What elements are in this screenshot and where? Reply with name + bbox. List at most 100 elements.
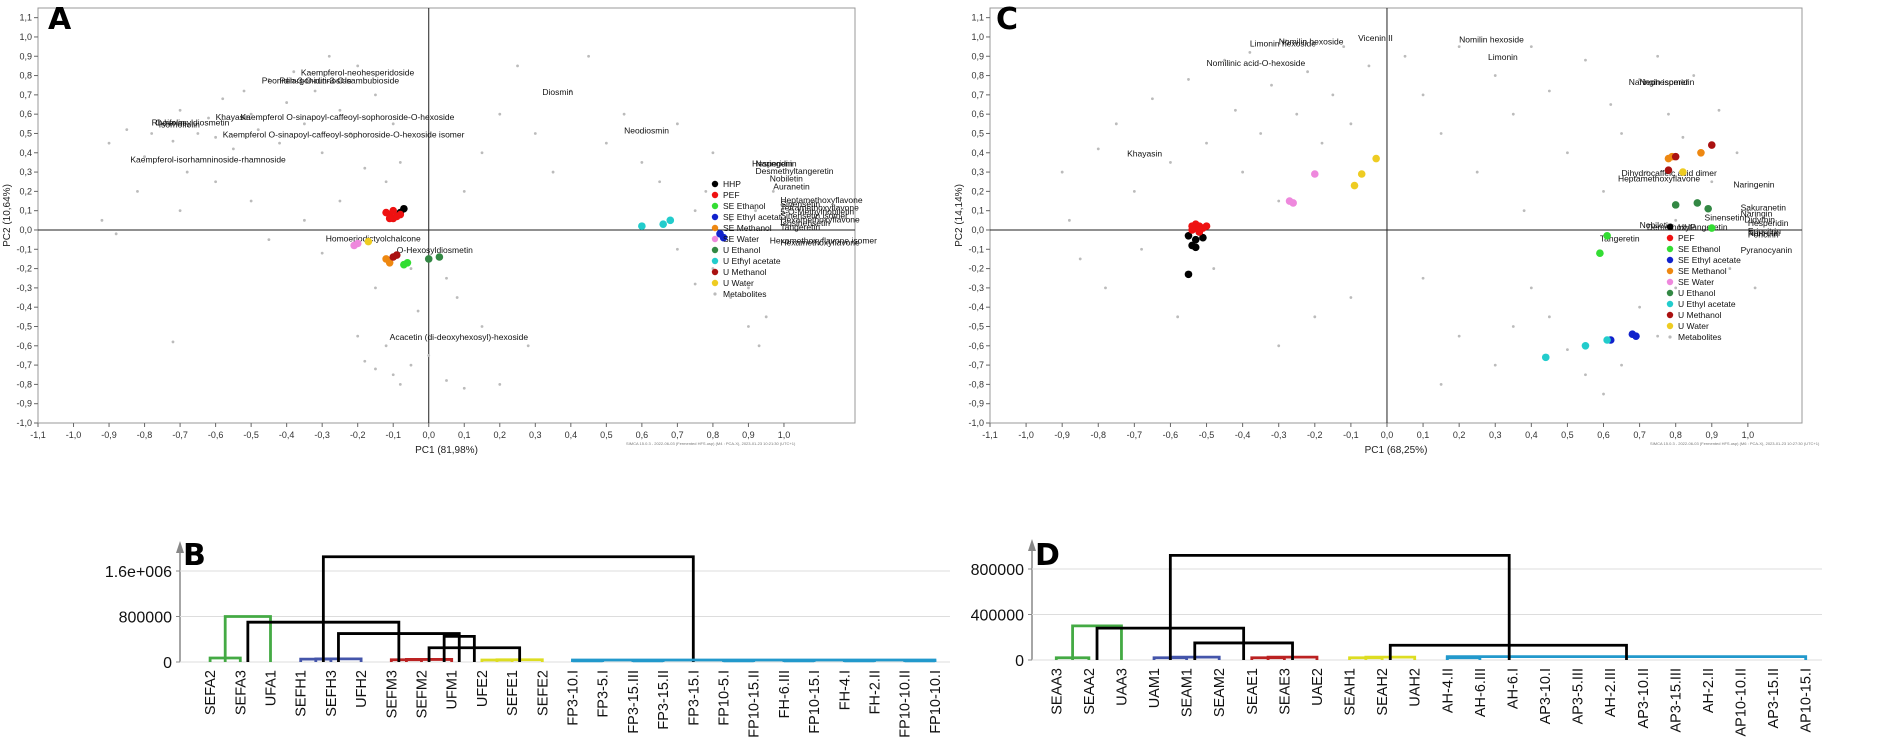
- y-tick-label: -0,4: [968, 302, 984, 312]
- y-tick-label: 800000: [119, 610, 172, 627]
- x-axis-label: PC1 (81,98%): [415, 445, 478, 456]
- y-tick-label: 0,3: [971, 167, 984, 177]
- leaf-label: SEFM3: [384, 670, 400, 718]
- sample-point: [1188, 222, 1196, 230]
- sample-point: [400, 260, 408, 269]
- metabolite-point: [409, 363, 413, 367]
- metabolite-point: [1060, 170, 1064, 174]
- metabolite-point: [1078, 257, 1082, 261]
- metabolite-point: [303, 218, 306, 222]
- x-tick-label: -0,7: [1127, 430, 1143, 440]
- metabolite-point: [363, 359, 367, 363]
- y-axis-arrow: [176, 541, 184, 553]
- metabolite-point: [1457, 334, 1461, 338]
- sample-point: [638, 222, 646, 230]
- metabolite-point: [292, 70, 296, 74]
- y-tick-label: -0,2: [968, 264, 984, 274]
- metabolite-annotation: Kaempferol-isorhamninoside-rhamnoside: [130, 154, 286, 164]
- y-tick-label: -0,8: [968, 379, 984, 389]
- metabolite-point: [1620, 132, 1623, 135]
- y-tick-label: 1,0: [19, 32, 32, 42]
- metabolite-point: [1692, 74, 1696, 77]
- metabolite-point: [729, 218, 733, 222]
- legend-marker: [711, 213, 719, 221]
- metabolite-point: [384, 344, 388, 348]
- metabolite-point: [256, 128, 260, 132]
- metabolite-annotation: Vicenin II: [1358, 33, 1393, 43]
- leaf-label: SEAA2: [1082, 668, 1098, 715]
- metabolite-point: [374, 367, 377, 371]
- metabolite-point: [1277, 199, 1281, 203]
- y-tick-label: -0,3: [968, 283, 984, 293]
- metabolite-point: [1205, 141, 1208, 145]
- metabolite-point: [285, 101, 289, 104]
- x-tick-label: 0,6: [636, 430, 649, 440]
- metabolite-point: [267, 238, 271, 242]
- legend-marker: [711, 202, 719, 210]
- metabolite-point: [1234, 108, 1237, 112]
- x-tick-label: -0,5: [1199, 430, 1215, 440]
- sample-point: [385, 214, 394, 223]
- leaf-label: SEAH2: [1375, 668, 1391, 716]
- metabolite-annotation: Isosinensetin: [780, 218, 830, 228]
- legend-label: SE Ethanol: [723, 201, 766, 211]
- metabolite-annotation: Kaempferol O-sinapoyl-caffeoyl-sophorosi…: [223, 129, 465, 139]
- metabolite-annotation: Khayasin: [216, 112, 251, 122]
- leaf-label: FP3-15.I: [686, 670, 702, 726]
- metabolite-point: [349, 132, 352, 135]
- sample-point: [1603, 336, 1611, 344]
- y-tick-label: -0,9: [968, 399, 984, 409]
- metabolite-point: [221, 97, 225, 101]
- metabolite-point: [384, 180, 388, 184]
- metabolite-point: [1331, 93, 1335, 97]
- leaf-label: AP3-10.II: [1636, 668, 1652, 728]
- metabolite-point: [1248, 50, 1252, 54]
- leaf-label: AP10-15.I: [1799, 668, 1815, 733]
- leaf-label: SEFE1: [505, 670, 521, 716]
- metabolite-point: [516, 64, 519, 68]
- leaf-label: UFE2: [475, 670, 491, 707]
- y-tick-label: 0,8: [19, 71, 32, 81]
- metabolite-point: [398, 161, 402, 164]
- metabolite-point: [1349, 122, 1353, 126]
- metabolite-point: [704, 189, 708, 193]
- x-tick-label: 0,8: [707, 430, 720, 440]
- y-tick-label: 0,2: [971, 186, 984, 196]
- sample-point: [1707, 224, 1716, 232]
- leaf-label: FH-6.III: [777, 670, 793, 718]
- metabolite-point: [462, 189, 466, 193]
- sample-point: [1541, 353, 1550, 362]
- metabolite-annotation: Nomilinic acid-O-hexoside: [1207, 58, 1306, 68]
- y-tick-label: -0,1: [968, 244, 984, 254]
- metabolite-point: [1306, 70, 1309, 74]
- dendrogram-link: [1071, 624, 1123, 660]
- metabolite-point: [551, 170, 555, 174]
- metabolite-annotation: Kaempferol-neohesperidoside: [301, 68, 415, 78]
- metabolite-annotation: Neohesperidin: [1640, 77, 1695, 87]
- sample-point: [1357, 170, 1366, 178]
- metabolite-point: [1602, 189, 1605, 193]
- leaf-label: FP10-15.II: [747, 670, 763, 738]
- y-tick-label: 0,1: [971, 206, 984, 216]
- y-tick-label: 0: [163, 655, 172, 672]
- metabolite-point: [1609, 103, 1613, 106]
- leaf-label: UFH2: [354, 670, 370, 708]
- metabolite-point: [1169, 161, 1172, 164]
- metabolite-annotation: Hexamethoxyflavone: [780, 237, 860, 247]
- x-tick-label: 0,5: [1561, 430, 1574, 440]
- leaf-label: AP3-5.III: [1571, 668, 1587, 724]
- metabolite-point: [1674, 286, 1678, 290]
- leaf-label: SEAH1: [1343, 668, 1359, 716]
- y-axis-label: PC2 (14,14%): [954, 184, 965, 247]
- metabolite-point: [1656, 54, 1660, 58]
- metabolite-point: [1529, 45, 1533, 49]
- y-tick-label: 1,1: [19, 13, 32, 23]
- y-tick-label: 0: [1015, 653, 1024, 670]
- x-tick-label: 0,3: [1489, 430, 1502, 440]
- metabolite-annotation: Pyranocyanin: [1741, 245, 1793, 255]
- leaf-label: SEFE2: [535, 670, 551, 716]
- metabolite-point: [1439, 132, 1443, 135]
- dendrogram-link: [1168, 553, 1511, 660]
- metabolite-point: [320, 151, 324, 155]
- metabolite-annotation: Limonin: [1488, 52, 1518, 62]
